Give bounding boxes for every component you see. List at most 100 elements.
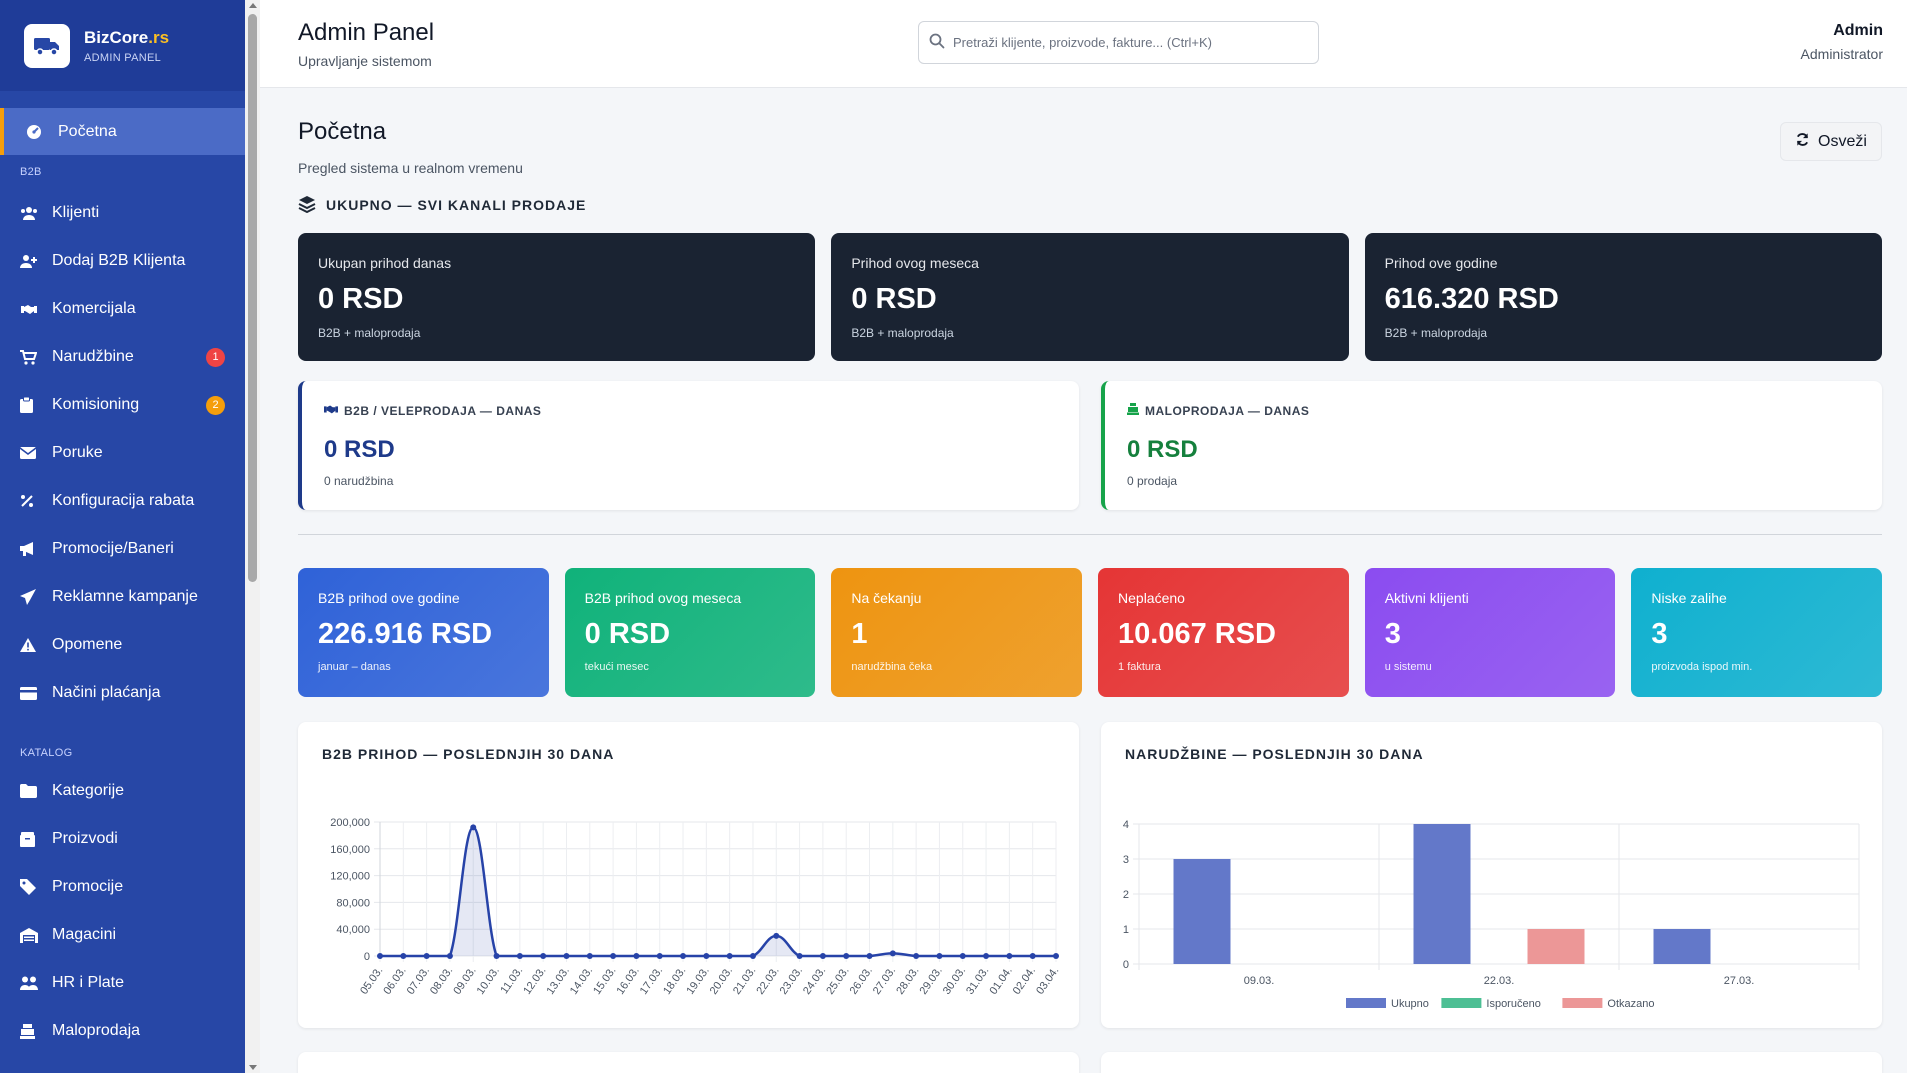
data-point[interactable] xyxy=(633,953,640,959)
card-value: 616.320 RSD xyxy=(1384,283,1559,315)
orders-bar-chart: 4 3 2 1 0 09.03. 22.03. 27.03. Ukupno Isporučeno O… xyxy=(1123,819,1860,1010)
data-point[interactable] xyxy=(446,953,453,959)
sidebar-item-poruke[interactable]: Poruke xyxy=(0,429,245,477)
sidebar-item-placanja[interactable]: Načini plaćanja xyxy=(0,669,245,717)
main-area: Admin Panel Upravljanje sistemom Admin A… xyxy=(260,0,1907,1073)
data-point[interactable] xyxy=(773,932,780,939)
scroll-down-arrow-icon[interactable] xyxy=(249,1065,257,1070)
data-point[interactable] xyxy=(913,953,920,959)
sidebar-item-kampanje[interactable]: Reklamne kampanje xyxy=(0,573,245,621)
app-title: Admin Panel xyxy=(298,18,435,46)
legend-label[interactable]: Isporučeno xyxy=(1486,998,1540,1010)
stat-card-unpaid[interactable]: Neplaćeno 10.067 RSD 1 faktura xyxy=(1098,568,1349,697)
channel-heading: MALOPRODAJA — DANAS xyxy=(1127,403,1860,418)
data-point[interactable] xyxy=(866,953,873,959)
x-tick-label: 16.03. xyxy=(614,965,641,997)
data-point[interactable] xyxy=(889,950,896,957)
data-point[interactable] xyxy=(470,824,477,831)
sidebar-item-narudzbine[interactable]: Narudžbine 1 xyxy=(0,333,245,381)
card-value: 0 RSD xyxy=(318,283,404,315)
stat-card-b2b-month[interactable]: B2B prihod ovog meseca 0 RSD tekući mese… xyxy=(564,568,816,697)
warehouse-icon xyxy=(20,925,46,945)
legend-swatch[interactable] xyxy=(1346,998,1386,1008)
sidebar-item-komisioning[interactable]: Komisioning 2 xyxy=(0,381,245,429)
page-subtitle: Pregled sistema u realnom vremenu xyxy=(298,160,523,176)
data-point[interactable] xyxy=(656,953,663,959)
bar-otkazano[interactable] xyxy=(1527,929,1585,964)
y-tick-label: 2 xyxy=(1123,889,1129,901)
sidebar-item-komercijala[interactable]: Komercijala xyxy=(0,285,245,333)
data-point[interactable] xyxy=(563,953,570,959)
sidebar-item-kategorije[interactable]: Kategorije xyxy=(0,767,245,815)
stat-card-active-clients[interactable]: Aktivni klijenti 3 u sistemu xyxy=(1364,568,1616,697)
notification-badge: 2 xyxy=(206,395,225,415)
data-point[interactable] xyxy=(959,953,966,959)
data-point[interactable] xyxy=(819,953,826,959)
legend-swatch[interactable] xyxy=(1562,998,1603,1008)
sidebar-item-baneri[interactable]: Promocije/Baneri xyxy=(0,525,245,573)
bar-ukupno[interactable] xyxy=(1413,824,1471,964)
stat-card-b2b-year[interactable]: B2B prihod ove godine 226.916 RSD januar… xyxy=(298,568,549,697)
sidebar-item-rabati[interactable]: Konfiguracija rabata xyxy=(0,477,245,525)
sidebar-item-promocije[interactable]: Promocije xyxy=(0,863,245,911)
user-menu[interactable]: Admin Administrator xyxy=(1801,22,1883,62)
sidebar-item-hr[interactable]: HR i Plate xyxy=(0,959,245,1007)
data-point[interactable] xyxy=(516,953,523,959)
bar-ukupno[interactable] xyxy=(1653,929,1711,964)
tag-icon xyxy=(20,877,46,897)
x-tick-label: 27.03. xyxy=(871,965,898,997)
scroll-up-arrow-icon[interactable] xyxy=(249,3,257,8)
sidebar-item-label: Poruke xyxy=(52,444,103,461)
data-point[interactable] xyxy=(423,953,430,959)
data-point[interactable] xyxy=(796,953,803,959)
sidebar-item-maloprodaja[interactable]: Maloprodaja xyxy=(0,1007,245,1055)
data-point[interactable] xyxy=(1029,953,1036,959)
refresh-button[interactable]: Osveži xyxy=(1780,122,1882,161)
sidebar-scrollbar[interactable] xyxy=(245,0,260,1073)
stat-value: 226.916 RSD xyxy=(318,618,493,650)
stat-card-low-stock[interactable]: Niske zalihe 3 proizvoda ispod min. xyxy=(1631,568,1883,697)
data-point[interactable] xyxy=(936,953,943,959)
data-point[interactable] xyxy=(586,953,593,959)
data-point[interactable] xyxy=(703,953,710,959)
data-point[interactable] xyxy=(680,953,687,959)
search-box[interactable] xyxy=(918,21,1319,64)
stat-card-pending[interactable]: Na čekanju 1 narudžbina čeka xyxy=(831,568,1083,697)
sidebar-item-proizvodi[interactable]: Proizvodi xyxy=(0,815,245,863)
legend-label[interactable]: Otkazano xyxy=(1607,998,1654,1010)
brand[interactable]: BizCore.rs ADMIN PANEL xyxy=(0,0,245,91)
truck-icon xyxy=(24,23,70,68)
card-value: 0 RSD xyxy=(851,283,937,315)
data-point[interactable] xyxy=(493,953,500,959)
data-point[interactable] xyxy=(726,953,733,959)
scrollbar-thumb[interactable] xyxy=(248,14,257,582)
data-point[interactable] xyxy=(983,953,990,959)
sidebar-item-opomene[interactable]: Opomene xyxy=(0,621,245,669)
sidebar: BizCore.rs ADMIN PANEL Početna B2B Klijen… xyxy=(0,0,245,1073)
user-plus-icon xyxy=(20,251,46,271)
data-point[interactable] xyxy=(1053,953,1059,959)
search-input[interactable] xyxy=(953,35,1293,50)
x-tick-label: 25.03. xyxy=(824,965,851,997)
totals-row: Ukupan prihod danas 0 RSD B2B + maloprod… xyxy=(298,233,1882,361)
legend-label[interactable]: Ukupno xyxy=(1391,998,1429,1010)
sidebar-item-label: Maloprodaja xyxy=(52,1022,141,1039)
data-point[interactable] xyxy=(377,953,383,959)
sidebar-item-dodaj-klijenta[interactable]: Dodaj B2B Klijenta xyxy=(0,237,245,285)
section-heading: UKUPNO — SVI KANALI PRODAJE xyxy=(298,194,1882,216)
sidebar-item-magacini[interactable]: Magacini xyxy=(0,911,245,959)
data-point[interactable] xyxy=(610,953,617,959)
data-point[interactable] xyxy=(540,953,547,959)
chart-title: B2B PRIHOD — POSLEDNJIH 30 DANA xyxy=(322,746,615,762)
data-point[interactable] xyxy=(749,953,756,959)
legend-swatch[interactable] xyxy=(1441,998,1482,1008)
data-point[interactable] xyxy=(843,953,850,959)
total-card-today: Ukupan prihod danas 0 RSD B2B + maloprod… xyxy=(298,233,816,361)
sidebar-item-pocetna[interactable]: Početna xyxy=(0,108,245,155)
y-tick-label: 80,000 xyxy=(336,897,370,909)
bar-ukupno[interactable] xyxy=(1173,859,1231,964)
sidebar-item-klijenti[interactable]: Klijenti xyxy=(0,189,245,237)
data-point[interactable] xyxy=(400,953,407,959)
x-tick-label: 28.03. xyxy=(894,965,921,997)
data-point[interactable] xyxy=(1006,953,1013,959)
